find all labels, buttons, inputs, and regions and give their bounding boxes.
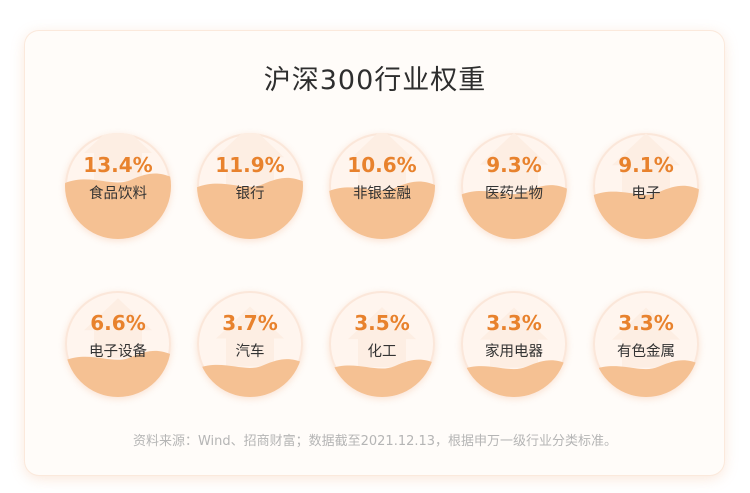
weight-bubble: 3.3% 有色金属: [593, 291, 699, 397]
wave-mark: [197, 359, 303, 397]
weight-value: 3.3%: [618, 311, 674, 335]
industry-label: 有色金属: [617, 344, 675, 360]
weight-bubble: 9.3% 医药生物: [461, 133, 567, 239]
weight-value: 3.3%: [486, 311, 542, 335]
wave-mark: [197, 177, 303, 239]
weight-bubble: 6.6% 电子设备: [65, 291, 171, 397]
wave-mark: [329, 359, 435, 397]
wave-mark: [329, 181, 435, 239]
weight-value: 10.6%: [347, 153, 417, 177]
arrow-ghost-icon: [612, 307, 680, 368]
wave-fill: [593, 307, 699, 397]
weight-value: 13.4%: [83, 153, 153, 177]
industry-label: 食品饮料: [89, 186, 147, 202]
arrow-ghost-icon: [348, 133, 416, 189]
weight-value: 11.9%: [215, 153, 285, 177]
arrow-ghost-icon: [480, 133, 548, 193]
industry-label: 电子: [631, 186, 661, 202]
weight-value: 9.3%: [486, 153, 542, 177]
industry-label: 汽车: [235, 344, 265, 360]
wave-fill: [461, 307, 567, 397]
arrow-ghost-icon: [612, 133, 680, 194]
weight-value: 3.7%: [222, 311, 278, 335]
weight-bubble: 11.9% 银行: [197, 133, 303, 239]
industry-label: 电子设备: [89, 344, 147, 360]
wave-mark: [65, 350, 171, 397]
weight-bubble: 13.4% 食品饮料: [65, 133, 171, 239]
weight-value: 3.5%: [354, 311, 410, 335]
arrow-ghost-icon: [348, 307, 416, 368]
industry-label: 化工: [367, 344, 397, 360]
arrow-ghost-icon: [216, 306, 284, 367]
chart-title: 沪深300行业权重: [263, 65, 487, 96]
weight-value: 6.6%: [90, 311, 146, 335]
wave-fill: [197, 306, 303, 397]
industry-label: 家用电器: [485, 344, 543, 360]
wave-mark: [593, 360, 699, 397]
wave-mark: [593, 185, 699, 239]
wave-mark: [461, 185, 567, 239]
source-note: 资料来源：Wind、招商财富；数据截至2021.12.13，根据申万一级行业分类…: [132, 434, 618, 449]
weight-bubble: 9.1% 电子: [593, 133, 699, 239]
industry-label: 银行: [235, 186, 265, 202]
arrow-ghost-icon: [84, 133, 152, 181]
chart-card: [25, 31, 724, 475]
weight-bubble: 3.3% 家用电器: [461, 291, 567, 397]
industry-label: 医药生物: [485, 186, 543, 202]
wave-mark: [461, 360, 567, 397]
weight-bubble: 3.5% 化工: [329, 291, 435, 397]
wave-fill: [329, 133, 435, 239]
industry-label: 非银金融: [353, 186, 411, 202]
arrow-ghost-icon: [84, 298, 152, 359]
wave-fill: [65, 298, 171, 397]
weight-bubble: 10.6% 非银金融: [329, 133, 435, 239]
wave-fill: [65, 133, 171, 239]
arrow-ghost-icon: [480, 307, 548, 368]
wave-fill: [461, 133, 567, 239]
wave-fill: [197, 133, 303, 239]
weight-value: 9.1%: [618, 153, 674, 177]
wave-mark: [65, 173, 171, 239]
wave-fill: [593, 133, 699, 239]
arrow-ghost-icon: [216, 133, 284, 186]
wave-fill: [329, 307, 435, 397]
weight-bubble: 3.7% 汽车: [197, 291, 303, 397]
